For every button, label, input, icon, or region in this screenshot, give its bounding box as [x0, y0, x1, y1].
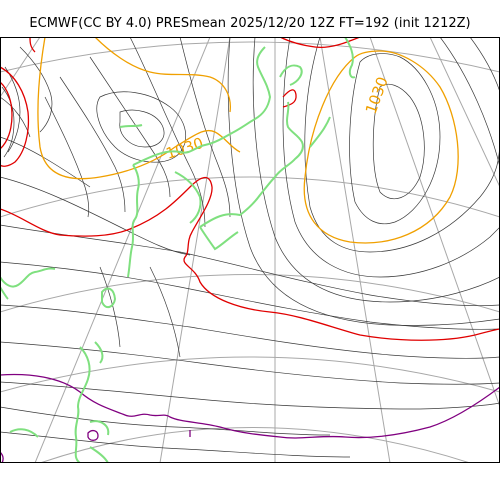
isobar — [227, 37, 500, 326]
coastline-kuril — [309, 116, 331, 148]
coastline-japan-south — [199, 226, 239, 251]
isobar — [96, 91, 187, 163]
isobar — [179, 37, 231, 218]
isobars-1020 — [0, 37, 500, 341]
coastline-eurasia — [132, 46, 272, 166]
map-background — [0, 37, 500, 463]
isobar — [349, 53, 441, 225]
isobar-1020 — [29, 37, 36, 53]
isobar — [0, 136, 91, 188]
isobar-1020-cell — [0, 66, 30, 167]
isobar — [0, 224, 500, 307]
isobar — [59, 76, 126, 213]
latitude-line — [0, 41, 500, 73]
isobar — [4, 66, 21, 153]
coastline-sea — [127, 164, 140, 278]
latitude-line — [0, 356, 500, 393]
longitude-line — [319, 37, 391, 463]
isobar — [372, 83, 425, 200]
isobar — [19, 46, 53, 133]
map-title: ECMWF(CC BY 4.0) PRESmean 2025/12/20 12Z… — [29, 16, 471, 31]
longitude-line — [369, 37, 500, 408]
coastline-taiwan — [101, 287, 117, 309]
coastline-philippines — [9, 428, 39, 438]
coastline-sakhalin — [119, 124, 143, 128]
coastline-philippines — [94, 341, 104, 364]
isobar — [129, 37, 206, 228]
isobar — [0, 176, 191, 256]
isobar — [89, 56, 171, 198]
isobar-1030-north — [94, 37, 231, 113]
isobar — [0, 96, 31, 138]
isobar-1030-west — [37, 37, 241, 180]
longitude-line — [159, 37, 231, 463]
latitude-line — [0, 274, 500, 313]
isobar — [0, 381, 500, 410]
isobar-1020-cell — [0, 81, 13, 150]
graticule — [0, 37, 500, 463]
isobar — [1, 86, 15, 158]
isobar — [0, 431, 351, 458]
longitude-line — [0, 37, 41, 98]
isobar — [0, 304, 500, 359]
isobar — [44, 96, 90, 218]
isobar — [439, 37, 500, 168]
coastline-philippines — [89, 420, 110, 436]
pressure-map: 1030 1030 — [0, 37, 500, 463]
coastline-philippines — [89, 446, 109, 463]
latitude-line — [39, 427, 471, 463]
isobar — [0, 261, 500, 330]
isobar-1010 — [87, 429, 99, 441]
isobar-1030-high — [303, 50, 459, 244]
isobars-1030 — [37, 37, 459, 244]
isobars — [0, 37, 500, 458]
isobar — [252, 37, 500, 303]
isobar — [119, 109, 165, 148]
coastline-korea — [174, 171, 202, 224]
longitude-line — [34, 37, 211, 463]
latitude-line — [0, 176, 500, 218]
isobar-1010 — [0, 373, 500, 439]
isobar — [304, 37, 500, 253]
coastline-kamchatka — [344, 37, 356, 79]
coastlines — [0, 37, 356, 463]
coastline-philippines — [74, 346, 91, 463]
coastline-hokkaido — [279, 64, 303, 86]
longitude-line — [429, 37, 500, 188]
isobar-1020 — [0, 176, 500, 341]
coastline-west — [0, 267, 56, 288]
isobar — [282, 37, 500, 278]
isobar — [149, 266, 181, 358]
isobar — [0, 341, 500, 385]
isobar — [469, 37, 500, 93]
isobar — [99, 266, 121, 348]
isobar — [0, 406, 331, 436]
coastline-japan — [199, 101, 304, 228]
